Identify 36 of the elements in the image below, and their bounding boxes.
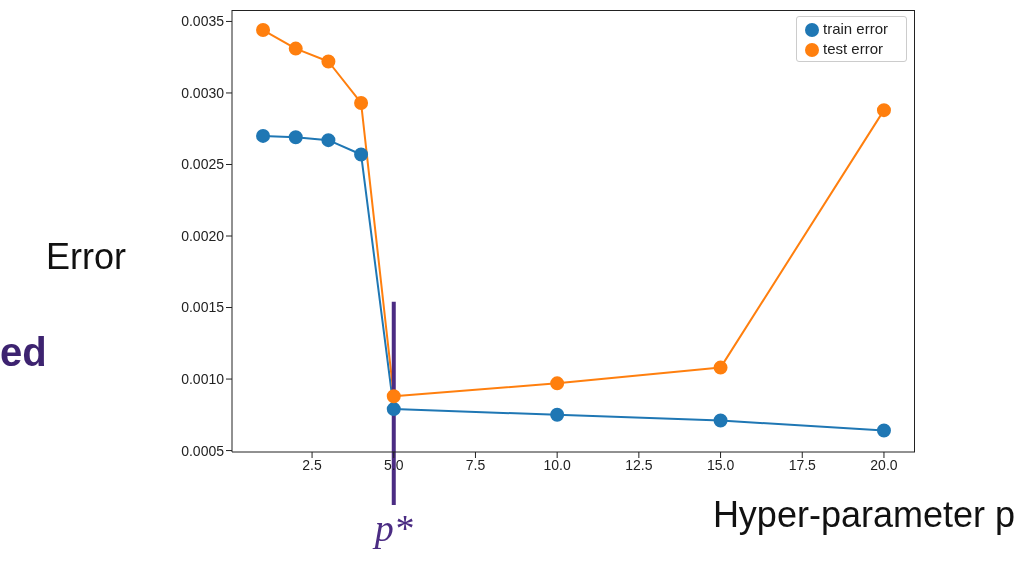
point xyxy=(550,376,565,391)
x-tick-label: 15.0 xyxy=(706,456,735,473)
y-tick-label: 0.0030 xyxy=(181,84,225,101)
point xyxy=(256,23,271,38)
point xyxy=(288,41,303,56)
y-tick-label: 0.0035 xyxy=(181,13,225,30)
point xyxy=(354,147,369,162)
x-tick-label: 17.5 xyxy=(788,456,817,473)
y-tick-label: 0.0015 xyxy=(181,299,225,316)
x-axis-title: Hyper-parameter p xyxy=(712,494,1015,536)
x-tick-label: 7.5 xyxy=(465,456,486,473)
x-tick-label: 20.0 xyxy=(870,456,898,473)
point xyxy=(876,423,891,438)
point xyxy=(354,95,369,110)
y-tick-label: 0.0005 xyxy=(181,442,225,459)
ref-line-label: p* xyxy=(371,507,413,550)
x-tick-label: 12.5 xyxy=(625,456,653,473)
y-tick-label: 0.0025 xyxy=(181,156,225,173)
legend-label: test error xyxy=(822,40,883,57)
point xyxy=(321,133,336,148)
point xyxy=(386,389,401,404)
x-tick-label: 10.0 xyxy=(543,456,571,473)
point xyxy=(321,54,336,69)
y-axis-title: Error xyxy=(45,236,126,278)
point xyxy=(713,360,728,375)
y-tick-label: 0.0020 xyxy=(181,227,225,244)
point xyxy=(550,407,565,422)
point xyxy=(386,402,401,417)
point xyxy=(256,128,271,143)
text: ed xyxy=(0,330,47,375)
point xyxy=(713,413,728,428)
legend-label: train error xyxy=(822,20,888,37)
y-tick-label: 0.0010 xyxy=(181,371,225,388)
x-tick-label: 2.5 xyxy=(302,456,323,473)
point xyxy=(288,130,303,145)
point xyxy=(876,103,891,118)
